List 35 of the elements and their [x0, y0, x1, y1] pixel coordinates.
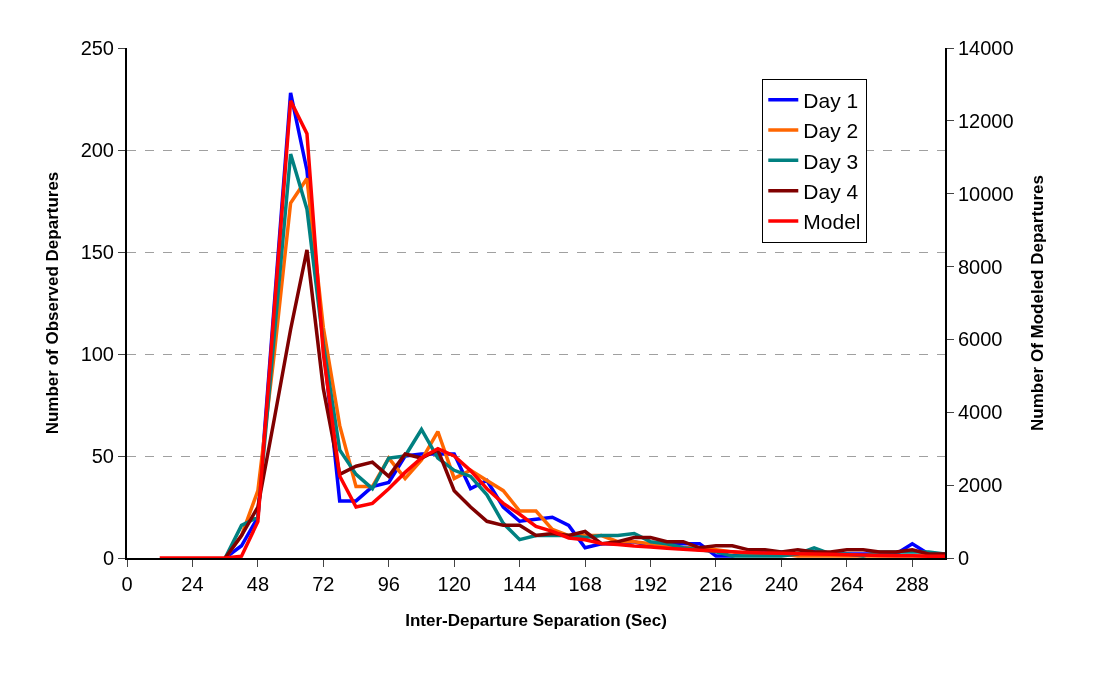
x-tick-label: 192 — [633, 573, 668, 595]
legend-label: Day 2 — [803, 119, 859, 143]
x-tick-label: 96 — [377, 573, 400, 595]
x-tick-label: 48 — [246, 573, 270, 595]
x-tick-label: 264 — [830, 573, 864, 595]
y2-tick-label: 0 — [958, 547, 970, 569]
y-tick-label: 0 — [102, 547, 114, 569]
x-tick-label: 24 — [181, 573, 204, 595]
y-tick-label: 250 — [80, 37, 114, 59]
y-tick-label: 50 — [91, 445, 114, 467]
legend-label: Day 4 — [803, 179, 859, 203]
y2-tick-label: 2000 — [958, 474, 1003, 497]
y2-tick-label: 12000 — [958, 109, 1014, 132]
x-tick-label: 216 — [699, 573, 733, 595]
x-tick-label: 0 — [121, 573, 133, 595]
y-tick-label: 100 — [80, 343, 114, 365]
legend-label: Model — [803, 210, 861, 234]
y-tick-label: 150 — [80, 241, 114, 263]
y2-tick-label: 4000 — [958, 401, 1003, 424]
x-tick-label: 288 — [895, 573, 929, 595]
x-tick-label: 240 — [764, 573, 799, 595]
y2-tick-label: 8000 — [958, 255, 1003, 278]
y-tick-label: 200 — [80, 139, 114, 161]
legend-label: Day 3 — [803, 149, 859, 173]
x-tick-label: 72 — [312, 573, 335, 595]
x-tick-label: 168 — [568, 573, 602, 595]
y2-axis-title: Number Of Modeled Departures — [1027, 175, 1047, 431]
x-tick-label: 120 — [437, 573, 471, 595]
x-tick-label: 144 — [502, 573, 537, 595]
y-axis-title: Number of Observed Departures — [42, 171, 62, 435]
legend-label: Day 1 — [803, 88, 859, 112]
y2-tick-label: 10000 — [958, 182, 1014, 205]
y2-tick-label: 6000 — [958, 328, 1003, 351]
y2-tick-label: 14000 — [958, 37, 1014, 59]
x-axis-title: Inter-Departure Separation (Sec) — [405, 610, 667, 630]
